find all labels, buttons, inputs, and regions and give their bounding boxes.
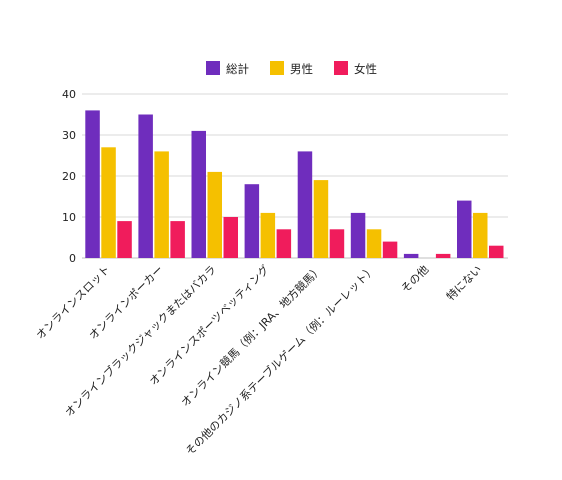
bar: [329, 229, 345, 258]
bar: [85, 110, 100, 259]
bar: [366, 229, 382, 258]
y-tick-label: 40: [62, 88, 76, 101]
bar: [207, 171, 222, 258]
bar: [260, 212, 276, 258]
bar: [170, 221, 185, 258]
x-tick-label: その他のカジノ系テーブルゲーム（例：ルーレット）: [182, 262, 378, 458]
legend-swatch: [334, 61, 348, 75]
x-tick-label: その他: [399, 263, 432, 296]
bar: [244, 184, 260, 258]
y-tick-label: 10: [62, 211, 76, 224]
bar: [297, 151, 313, 258]
y-tick-label: 30: [62, 129, 76, 142]
bar: [350, 212, 366, 258]
legend-swatch: [270, 61, 284, 75]
bar: [154, 151, 169, 258]
bar: [473, 212, 488, 258]
y-tick-label: 0: [69, 252, 76, 265]
bar: [117, 221, 132, 258]
legend-label: 男性: [290, 62, 313, 76]
y-tick-label: 20: [62, 170, 76, 183]
legend-swatch: [206, 61, 220, 75]
x-tick-label: 特にない: [443, 262, 484, 303]
bar: [313, 180, 329, 258]
legend-label: 女性: [354, 62, 377, 76]
legend-label: 総計: [226, 62, 249, 76]
bar: [223, 217, 238, 258]
bar: [435, 253, 451, 258]
bar: [489, 245, 504, 258]
bar: [191, 130, 206, 258]
bar: [457, 200, 472, 258]
bar: [276, 229, 292, 258]
bar: [101, 147, 116, 258]
bar: [382, 241, 398, 258]
bar: [403, 253, 419, 258]
bar: [138, 114, 153, 258]
